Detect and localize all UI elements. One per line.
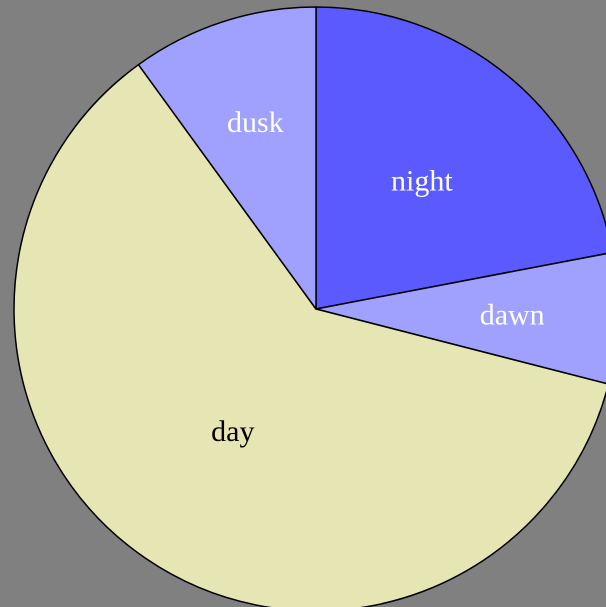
pie-label-day: day [211, 415, 254, 448]
pie-slice-dawn [315, 252, 606, 385]
pie-labels: night dawn day dusk [211, 106, 545, 448]
pie-slice-night [315, 6, 606, 310]
pie-label-night: night [391, 165, 453, 198]
pie-slices [13, 6, 606, 607]
pie-label-dawn: dawn [480, 299, 545, 332]
pie-slice-day [13, 63, 606, 607]
pie-slice-dusk [137, 6, 317, 310]
pie-label-dusk: dusk [227, 106, 284, 139]
